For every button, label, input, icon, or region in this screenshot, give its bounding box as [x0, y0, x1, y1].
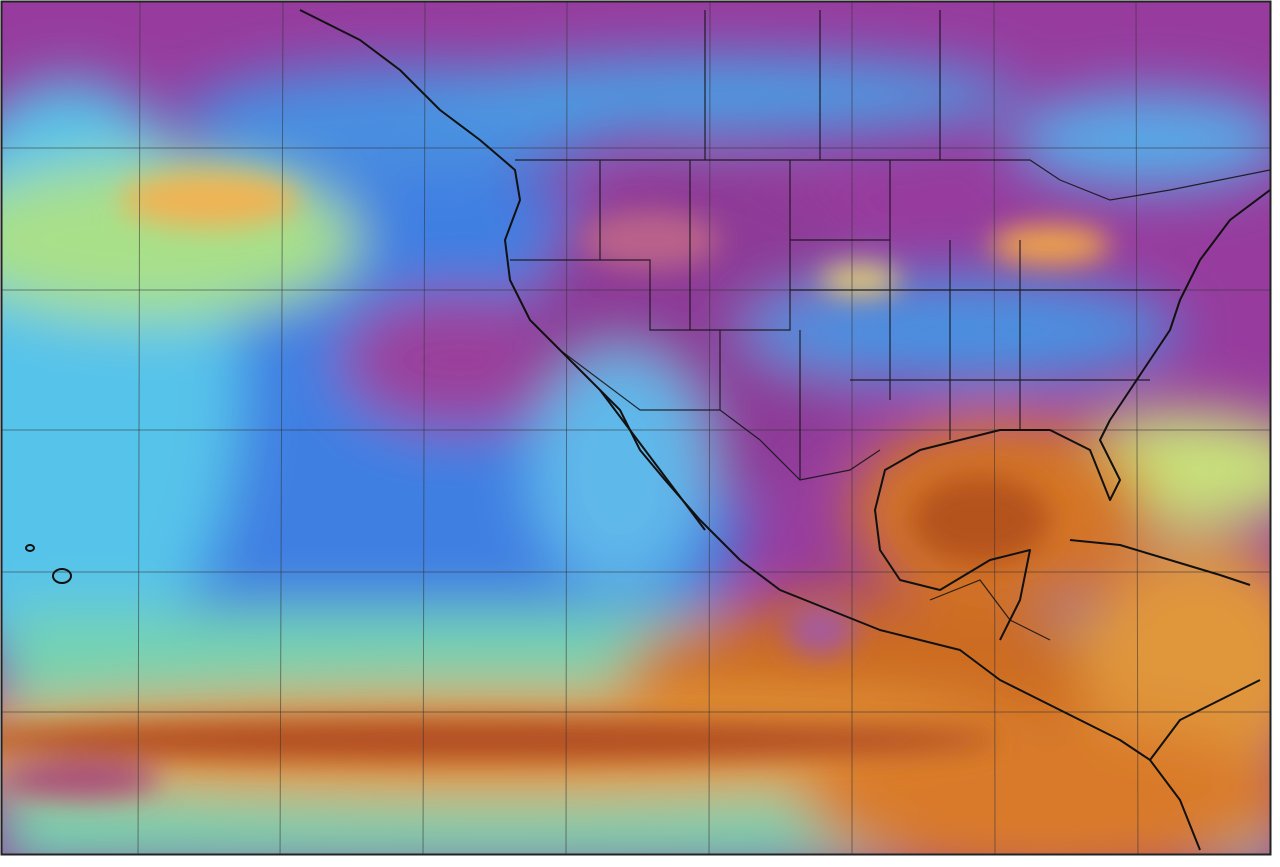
coastline	[1069, 539, 1251, 586]
meridian	[565, 2, 568, 854]
meridian	[279, 2, 284, 854]
coastline	[874, 189, 1270, 641]
meridian	[708, 2, 711, 854]
island	[52, 568, 72, 584]
meridian	[1135, 2, 1139, 854]
meridian	[993, 2, 996, 854]
moisture-detail	[2, 172, 1110, 798]
political-borders	[510, 10, 1270, 641]
meridian	[137, 2, 141, 854]
coastline	[1149, 679, 1261, 761]
meridian	[422, 2, 426, 854]
island	[25, 544, 35, 552]
coastline	[599, 389, 706, 531]
coastline	[299, 9, 1201, 851]
